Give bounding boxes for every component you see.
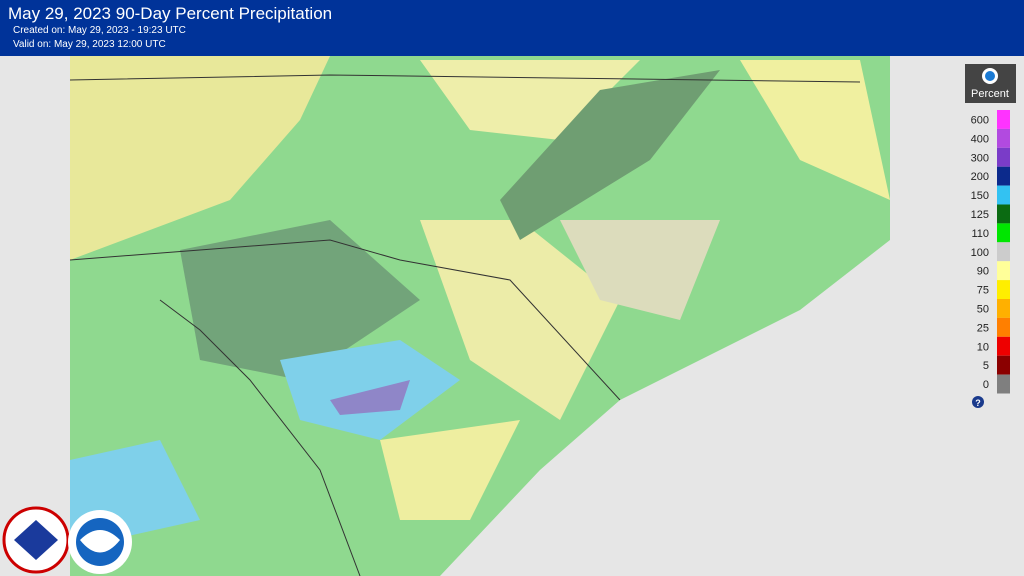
header: May 29, 2023 90-Day Percent Precipitatio… — [0, 0, 1024, 56]
ocean — [440, 56, 1024, 576]
legend-label: 100 — [971, 247, 989, 259]
yellow-area — [420, 60, 640, 140]
legend-swatch — [997, 185, 1010, 205]
legend-swatch — [997, 355, 1010, 375]
created: Created on: May 29, 2023 - 19:23 UTC — [13, 25, 186, 36]
yellow-area — [420, 220, 620, 420]
legend-label: 90 — [977, 266, 989, 278]
legend-swatch — [997, 223, 1010, 243]
legend-label: 10 — [977, 341, 989, 353]
legend-swatch — [997, 261, 1010, 281]
nws-logo — [14, 520, 58, 560]
legend-swatch — [997, 128, 1010, 148]
dark-green-area — [500, 70, 720, 240]
legend-label: 300 — [971, 152, 989, 164]
help-icon-text[interactable]: ? — [975, 398, 981, 408]
yellow-area — [380, 420, 520, 520]
legend-label: 400 — [971, 133, 989, 145]
noaa-icon — [985, 71, 995, 81]
purple-area — [330, 380, 410, 415]
legend-label: 0 — [983, 379, 989, 391]
legend-label: 25 — [977, 322, 989, 334]
title: May 29, 2023 90-Day Percent Precipitatio… — [8, 4, 333, 23]
legend-swatch — [997, 336, 1010, 356]
legend-swatch — [997, 317, 1010, 337]
legend-swatch — [997, 204, 1010, 224]
legend: Percent ? 600400300200150125110100907550… — [965, 64, 1016, 408]
help-icon[interactable] — [972, 396, 984, 408]
logos — [2, 506, 132, 574]
map-area — [69, 56, 1024, 576]
legend-swatch — [997, 147, 1010, 167]
dark-green-area — [180, 220, 420, 380]
legend-swatch — [997, 242, 1010, 262]
legend-swatch — [997, 374, 1010, 394]
legend-title: Percent — [971, 88, 1009, 100]
legend-swatch — [997, 299, 1010, 318]
legend-swatch — [997, 280, 1010, 299]
yellow-area — [740, 60, 890, 200]
legend-label: 125 — [971, 209, 989, 221]
legend-label: 110 — [971, 228, 989, 240]
legend-swatch — [997, 110, 1010, 129]
noaa-logo — [80, 530, 120, 553]
gray-area — [560, 220, 720, 320]
legend-label: 600 — [971, 114, 989, 126]
legend-label: 75 — [977, 285, 989, 297]
valid: Valid on: May 29, 2023 12:00 UTC — [13, 39, 166, 50]
state-border — [159, 299, 361, 576]
state-border — [69, 74, 861, 83]
legend-label: 200 — [971, 171, 989, 183]
legend-label: 150 — [971, 190, 989, 202]
yellow-area — [70, 56, 330, 260]
legend-swatch — [997, 166, 1010, 186]
legend-label: 50 — [977, 303, 989, 315]
state-border — [69, 239, 621, 401]
legend-label: 5 — [983, 360, 989, 372]
